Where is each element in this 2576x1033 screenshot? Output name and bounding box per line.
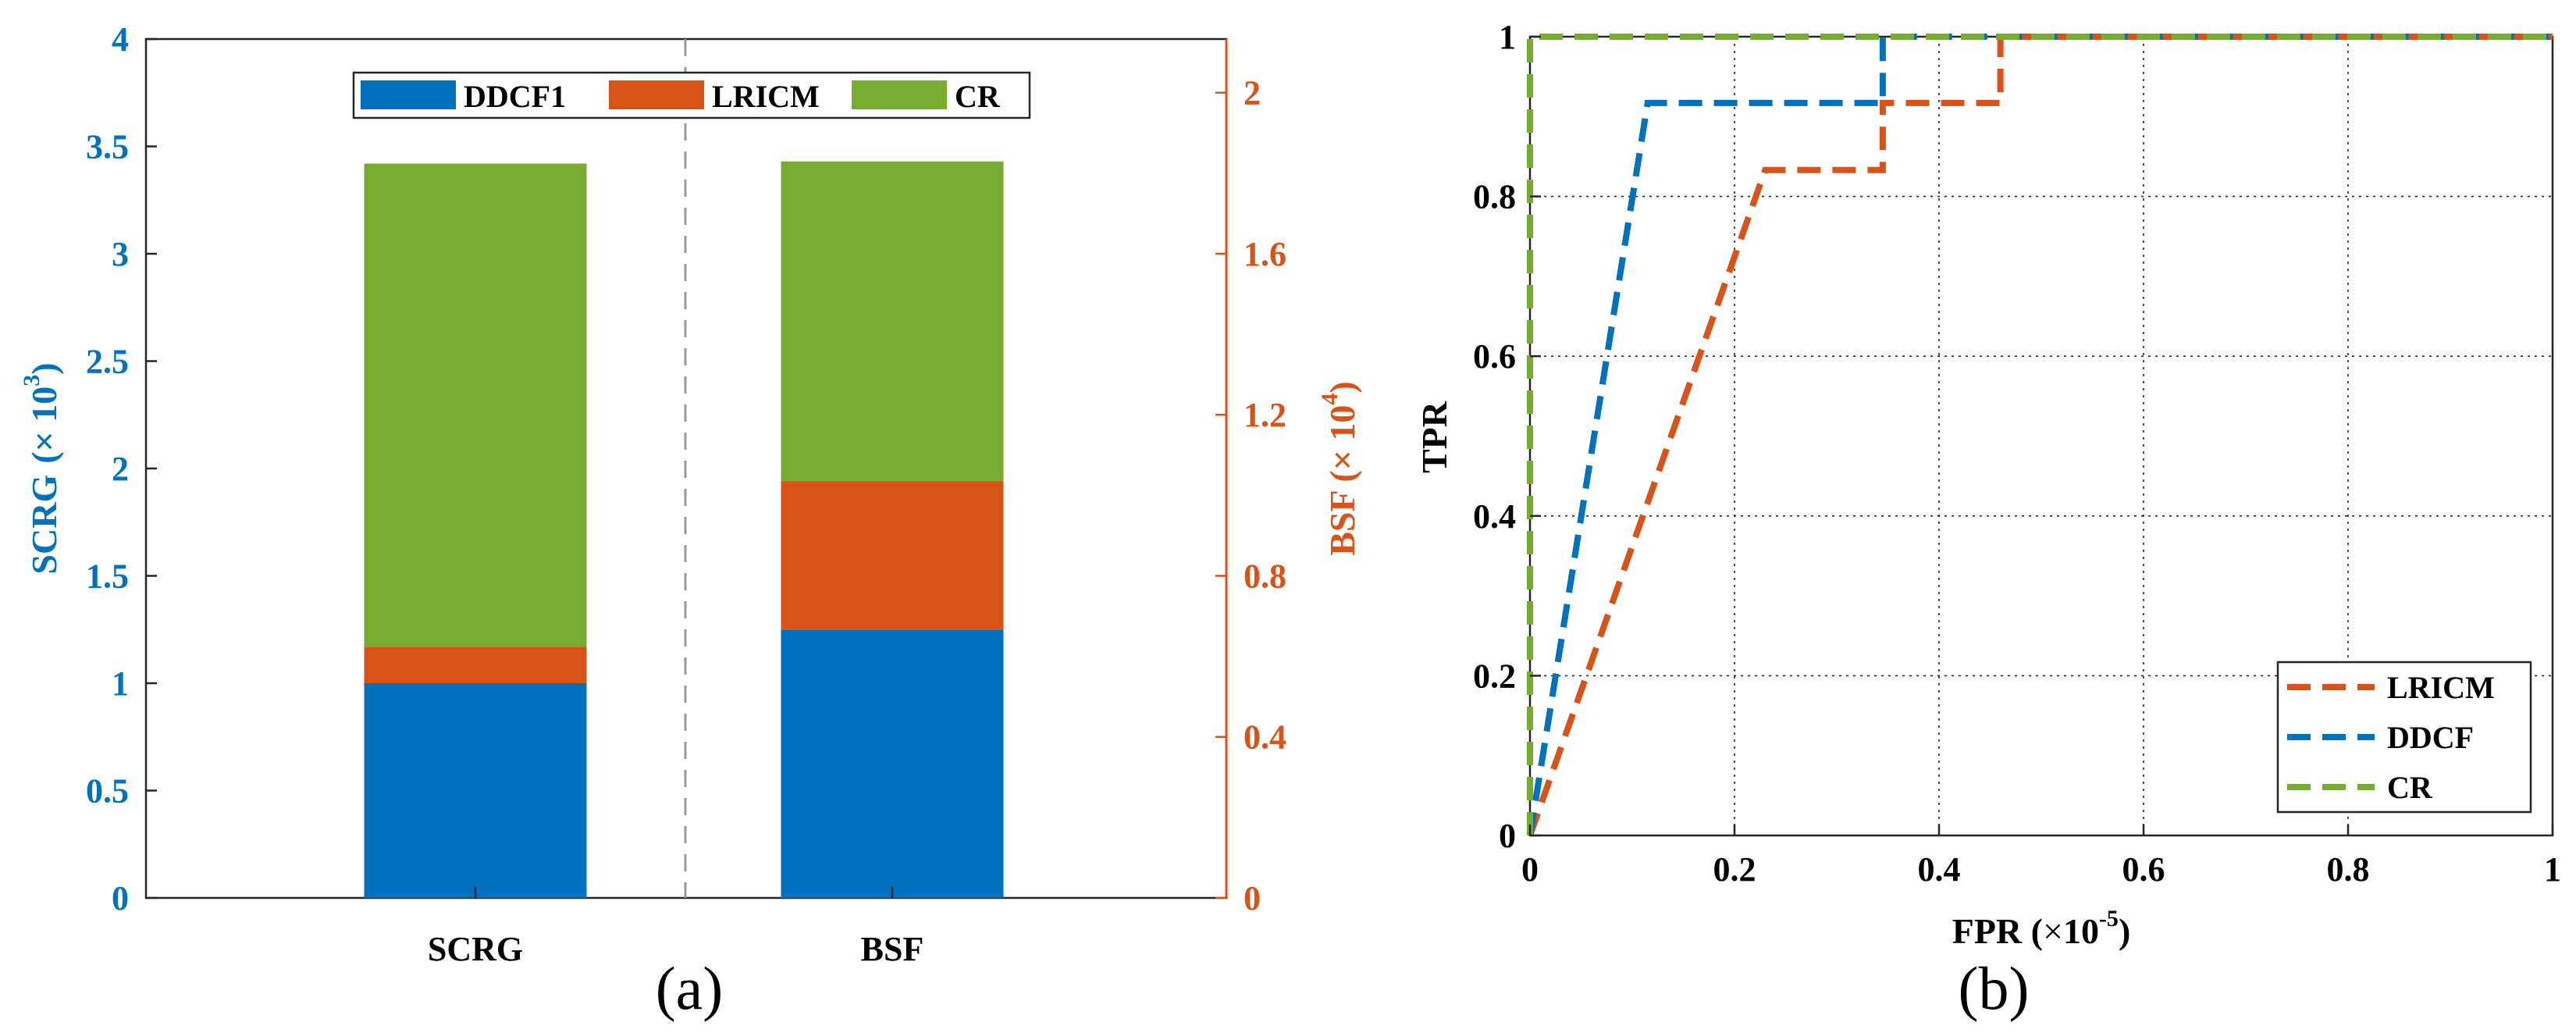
legend-swatch-ddcf1: [361, 80, 456, 109]
right-axis-label-exp: 4: [1317, 394, 1343, 405]
panel-b-x-tick-label: 0.2: [1713, 850, 1756, 889]
panel-b-y-tick-label: 1: [1499, 18, 1516, 56]
legend-label-ddcf1: DDCF1: [464, 79, 566, 114]
panel-a-left-axis-label: SCRG (× 103): [19, 362, 64, 574]
panel-b-roc-line-chart: 0 0.2 0.4 0.6 0.8 1 0 0.2 0.4 0.6 0.8 1 TPR FPR (×…: [1414, 18, 2561, 1022]
bar-scrg-lricm: [364, 647, 587, 683]
x-axis-label-close: ): [2119, 911, 2130, 951]
legend-label-lricm: LRICM: [712, 79, 820, 114]
left-y-tick-label: 1.5: [86, 557, 129, 596]
panel-b-y-tick-label: 0.6: [1473, 337, 1516, 376]
legend-swatch-lricm: [609, 80, 704, 109]
left-y-tick-label: 3.5: [86, 128, 129, 166]
panel-b-x-axis-label: FPR (×10-5): [1952, 906, 2131, 951]
panel-b-x-tick-label: 0.6: [2122, 850, 2165, 889]
panel-b-legend: LRICM DDCF CR: [2276, 661, 2532, 814]
panel-b-x-tick-label: 0.4: [1918, 850, 1961, 889]
left-y-tick-label: 0.5: [86, 772, 129, 810]
x-axis-label-exp: -5: [2099, 906, 2119, 931]
panel-b-y-axis-label: TPR: [1414, 401, 1454, 473]
panel-b-y-tick-label: 0.4: [1473, 497, 1516, 536]
panel-b-x-tick-label: 1: [2544, 850, 2561, 889]
panel-b-y-tick-label: 0.8: [1473, 178, 1516, 216]
x-axis-label-main: FPR (: [1952, 911, 2043, 951]
panel-b-caption: (b): [1959, 954, 2030, 1022]
right-y-tick-label: 0.8: [1244, 557, 1286, 595]
x-axis-label-base: 10: [2063, 911, 2099, 951]
right-axis-label-main: BSF (× 10: [1322, 405, 1362, 556]
bar-bsf-cr: [781, 161, 1004, 482]
legend-label-cr: CR: [955, 79, 1001, 114]
panel-a-right-axis-label: BSF (× 104): [1317, 381, 1362, 556]
panel-a-caption: (a): [656, 954, 724, 1022]
left-y-tick-label: 2: [112, 450, 129, 488]
left-y-tick-label: 0: [112, 879, 129, 917]
x-axis-label-sym: ×: [2043, 911, 2063, 951]
panel-b-x-tick-label: 0: [1521, 850, 1539, 889]
right-y-tick-label: 0.4: [1244, 718, 1286, 757]
bar-bsf-lricm: [781, 481, 1004, 630]
x-tick-label-scrg: SCRG: [428, 930, 523, 968]
bar-scrg-ddcf1: [364, 683, 587, 898]
panel-b-y-tick-label: 0: [1499, 817, 1516, 855]
right-axis-label-close: ): [1322, 381, 1362, 393]
panel-b-x-tick-label: 0.8: [2327, 850, 2370, 889]
legend-label-lricm-b: LRICM: [2387, 670, 2495, 705]
right-y-tick-label: 0: [1244, 879, 1261, 917]
legend-label-ddcf: DDCF: [2387, 720, 2474, 755]
left-axis-label-main: SCRG: [24, 475, 64, 575]
right-y-tick-label: 2: [1244, 74, 1261, 112]
x-tick-label-bsf: BSF: [861, 930, 924, 968]
bar-scrg-cr: [364, 163, 587, 647]
left-y-tick-label: 3: [112, 235, 129, 273]
left-y-tick-label: 4: [112, 20, 129, 59]
panel-a-stacked-bar-chart: 0 0.5 1 1.5 2 2.5 3 3.5 4 0 0.4 0.8 1.2 1.6 2 SCRG BSF…: [19, 20, 1362, 1022]
panel-b-y-tick-label: 0.2: [1473, 657, 1516, 695]
bar-bsf-ddcf1: [781, 629, 1004, 898]
right-y-tick-label: 1.2: [1244, 396, 1286, 434]
right-y-tick-label: 1.6: [1244, 235, 1286, 273]
roc-line-cr: [1527, 34, 2553, 835]
panel-a-legend: DDCF1 LRICM CR: [352, 71, 1031, 119]
left-axis-label-exp: 3: [19, 375, 44, 386]
panel-b-legend-box: [2276, 661, 2532, 814]
legend-label-cr-b: CR: [2387, 770, 2433, 805]
left-axis-label-close: ): [24, 362, 64, 374]
legend-swatch-cr: [852, 80, 947, 109]
left-axis-label-paren: (× 10: [24, 386, 64, 464]
left-y-tick-label: 2.5: [86, 343, 129, 381]
left-y-tick-label: 1: [112, 664, 129, 703]
